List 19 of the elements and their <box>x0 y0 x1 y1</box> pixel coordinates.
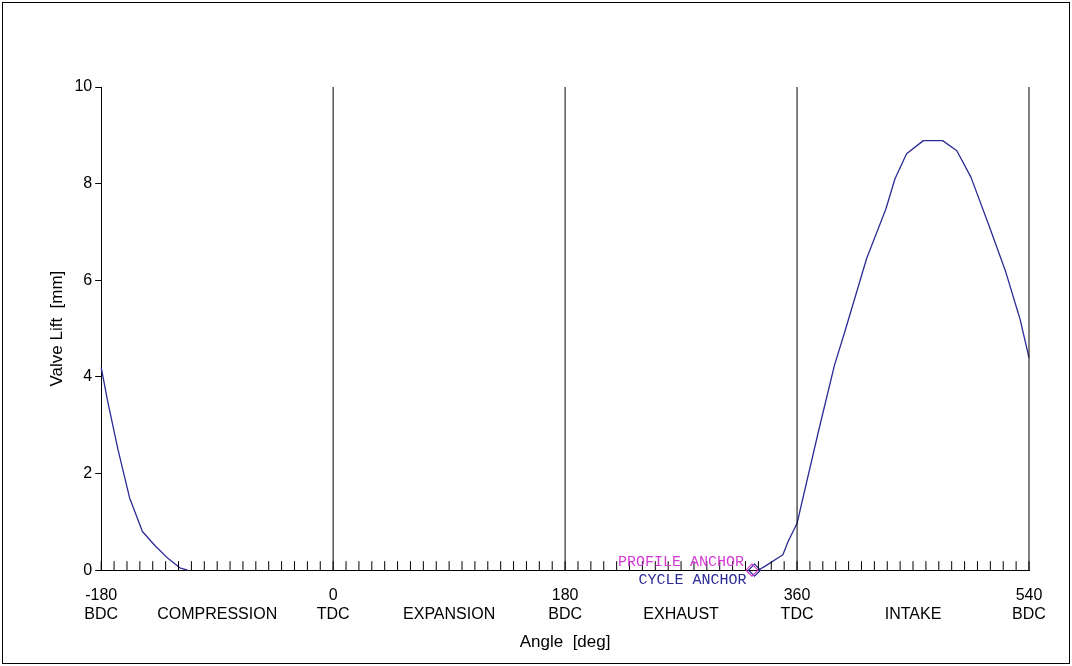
x-tick-label: 180 BDC <box>548 586 582 623</box>
x-tick-label: INTAKE <box>884 605 942 623</box>
series-label: CYCLE ANCHOR <box>638 572 747 590</box>
x-tick-label: 360 TDC <box>780 586 814 623</box>
y-tick-label: 2 <box>83 463 93 481</box>
x-tick-label: 540 BDC <box>1012 586 1046 623</box>
x-tick-label: -180 BDC <box>84 586 119 623</box>
series-label: PROFILE ANCHOR <box>617 554 744 572</box>
y-tick-label: 0 <box>83 560 93 578</box>
x-tick-label: 0 TDC <box>316 586 350 623</box>
y-axis-title: Valve Lift [mm] <box>46 270 66 387</box>
x-tick-label: COMPRESSION <box>157 605 278 623</box>
x-tick-label: EXPANSION <box>403 605 496 623</box>
x-axis-title: Angle [deg] <box>519 632 611 652</box>
x-tick-label: EXHAUST <box>643 605 720 623</box>
y-tick-label: 8 <box>83 174 93 192</box>
y-tick-label: 10 <box>74 77 93 95</box>
y-tick-label: 6 <box>83 270 93 288</box>
y-tick-label: 4 <box>83 367 93 385</box>
